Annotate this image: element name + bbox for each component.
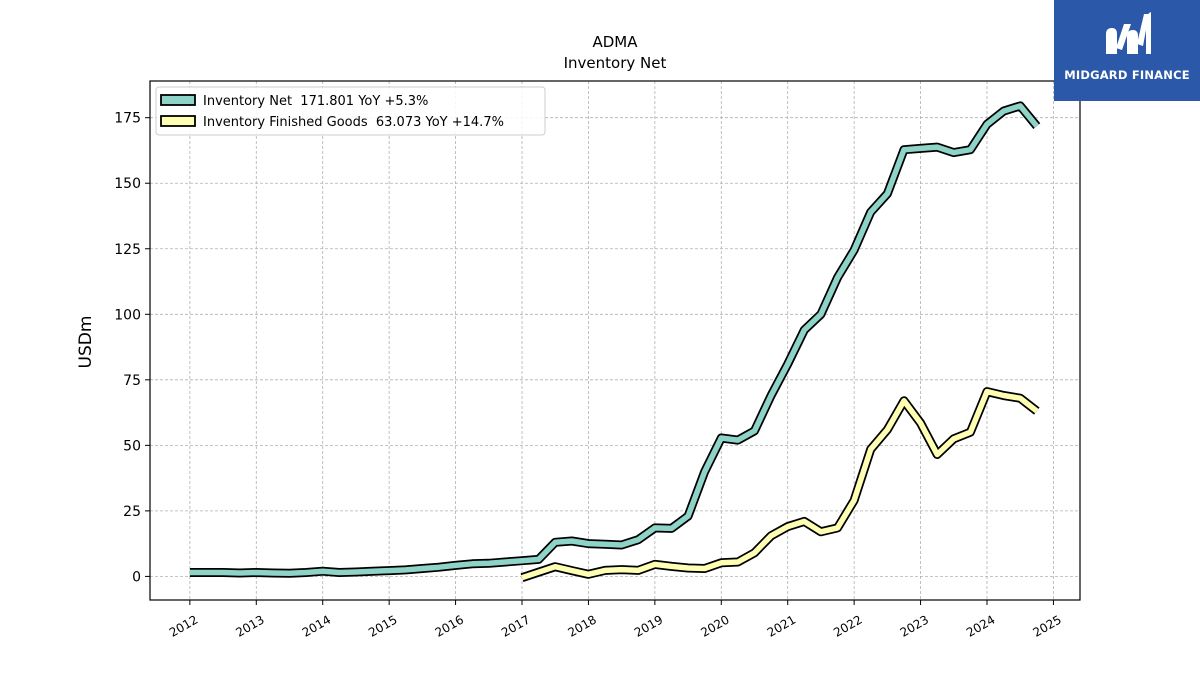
logo-text: MIDGARD FINANCE	[1064, 68, 1190, 82]
legend: Inventory Net 171.801 YoY +5.3% Inventory…	[155, 86, 546, 136]
x-tick-label: 2024	[964, 612, 997, 639]
y-tick-label: 150	[114, 176, 141, 192]
legend-label: Inventory Finished Goods 63.073 YoY +14.…	[203, 115, 504, 130]
y-axis-label: USDm	[76, 316, 96, 369]
x-tick-label: 2015	[366, 612, 399, 639]
series-1-outline	[520, 387, 1040, 582]
x-tick-label: 2019	[632, 612, 665, 639]
x-tick-label: 2017	[499, 612, 532, 639]
y-tick-label: 75	[123, 373, 141, 389]
y-tick-label: 175	[114, 111, 141, 127]
y-tick-label: 50	[123, 438, 141, 454]
x-tick-label: 2014	[300, 612, 333, 639]
y-tick-label: 100	[114, 307, 141, 323]
x-tick-label: 2020	[698, 612, 731, 639]
series-0-line	[189, 103, 1039, 577]
x-tick-label: 2023	[898, 612, 931, 639]
legend-label: Inventory Net 171.801 YoY +5.3%	[203, 94, 428, 109]
series-1-line	[521, 388, 1039, 581]
y-tick-label: 125	[114, 242, 141, 258]
legend-swatch	[160, 94, 196, 106]
x-tick-label: 2022	[831, 612, 864, 639]
plot-frame	[149, 80, 1081, 601]
x-tick-label: 2012	[167, 612, 200, 639]
grid	[150, 81, 1080, 600]
x-tick-label: 2016	[433, 612, 466, 639]
legend-box	[155, 86, 546, 136]
legend-swatch	[160, 115, 196, 127]
chart-subtitle: Inventory Net	[564, 54, 667, 72]
series-layer	[189, 101, 1041, 582]
series-0-outline	[189, 101, 1041, 578]
midgard-logo-icon	[1106, 12, 1151, 54]
axes: 0 25 50 75 100 125 150 175 2012 2013 2014 2015 2016 2…	[114, 111, 1064, 640]
x-tick-label: 2018	[565, 612, 598, 639]
chart-title: ADMA	[592, 33, 638, 51]
x-tick-label: 2013	[233, 612, 266, 639]
x-tick-label: 2021	[765, 612, 798, 639]
y-tick-label: 25	[123, 504, 141, 520]
y-tick-label: 0	[132, 569, 141, 585]
midgard-finance-logo: MIDGARD FINANCE	[1054, 0, 1200, 101]
x-tick-label: 2025	[1030, 612, 1063, 639]
